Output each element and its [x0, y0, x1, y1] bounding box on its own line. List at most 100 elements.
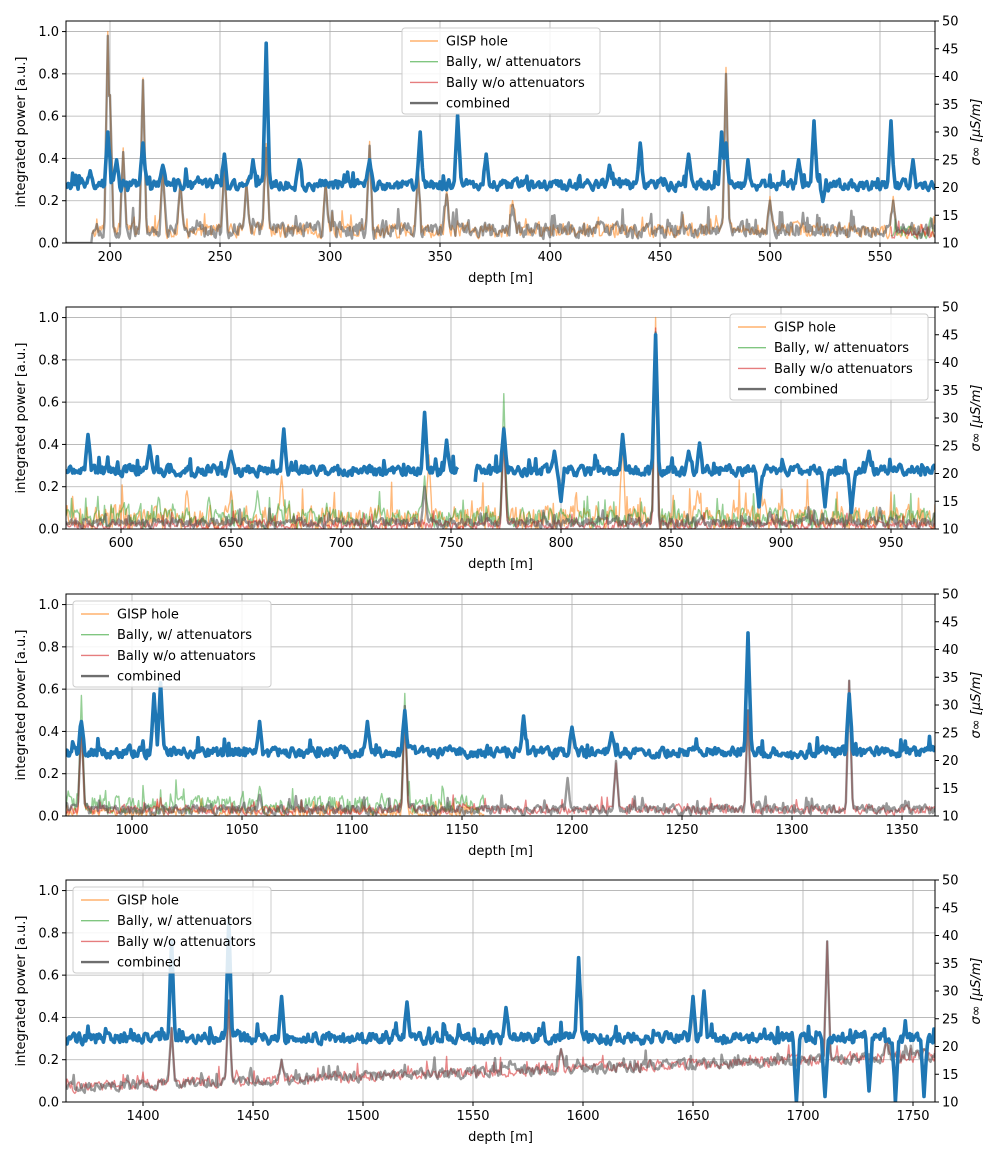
legend-box — [72, 600, 272, 688]
y-tick-label: 0.0 — [38, 523, 59, 538]
legend: GISP hole Bally, w/ attenuators Bally w/o … — [72, 600, 272, 688]
legend-label-combined: combined — [446, 97, 510, 112]
y2-tick-label: 30 — [942, 985, 959, 1000]
x-tick-label: 1250 — [665, 823, 698, 838]
series-line-sigma — [66, 917, 935, 1102]
y-tick-label: 0.6 — [38, 396, 59, 411]
x-tick-label: 1050 — [225, 823, 258, 838]
x-tick-label: 350 — [428, 250, 453, 265]
legend-label-bally_w: Bally, w/ attenuators — [774, 341, 909, 356]
x-tick-label: 950 — [879, 536, 904, 551]
series-line-combined — [66, 679, 935, 816]
legend-label-bally_wo: Bally w/o attenuators — [774, 362, 913, 377]
plot-area — [66, 316, 935, 529]
series-line-sigma — [66, 41, 935, 204]
chart-panel-4: 1400 1450 1500 1550 1600 1650 1700 17500.00.20.… — [14, 874, 984, 1146]
y2-tick-label: 30 — [942, 699, 959, 714]
x-tick-label: 600 — [109, 536, 134, 551]
legend-label-bally_w: Bally, w/ attenuators — [446, 55, 581, 70]
y-tick-label: 0.2 — [38, 194, 59, 209]
y2-tick-label: 30 — [942, 412, 959, 427]
legend-box — [401, 27, 601, 115]
y-tick-label: 0.0 — [38, 237, 59, 252]
y-tick-label: 0.8 — [38, 67, 59, 82]
y2-tick-label: 15 — [942, 495, 959, 510]
grid-lines — [66, 594, 935, 817]
y2-tick-label: 15 — [942, 782, 959, 797]
y2-tick-label: 10 — [942, 523, 959, 538]
x-tick-label: 1450 — [236, 1109, 269, 1124]
x-axis-label: depth [m] — [468, 271, 533, 286]
chart-panel-2: 600 650 700 750 800 850 900 950 0.0 0.2 0.4 0.6 0.8 1… — [14, 301, 984, 573]
x-axis-label: depth [m] — [468, 844, 533, 859]
x-tick-label: 700 — [329, 536, 354, 551]
y-tick-label: 0.8 — [38, 926, 59, 941]
y2-tick-label: 40 — [942, 643, 959, 658]
legend-label-gisp: GISP hole — [117, 608, 179, 623]
legend-label-bally_wo: Bally w/o attenuators — [117, 649, 256, 664]
y2-tick-label: 10 — [942, 810, 959, 825]
x-tick-label: 1750 — [896, 1109, 929, 1124]
y2-tick-label: 50 — [942, 15, 959, 30]
y2-axis-label: σ∞ [μS/m] — [969, 385, 984, 452]
y2-tick-label: 30 — [942, 126, 959, 141]
y2-tick-label: 20 — [942, 467, 959, 482]
legend: GISP hole Bally, w/ attenuators Bally w/o … — [72, 886, 272, 974]
x-tick-label: 550 — [868, 250, 893, 265]
y-axis-label: integrated power [a.u.] — [14, 916, 29, 1067]
y-tick-label: 0.0 — [38, 1096, 59, 1111]
y-axis-label: integrated power [a.u.] — [14, 630, 29, 781]
y2-tick-label: 45 — [942, 328, 959, 343]
y2-tick-label: 20 — [942, 754, 959, 769]
y2-tick-label: 50 — [942, 301, 959, 316]
series-line-combined — [66, 940, 935, 1094]
plot-area — [66, 30, 935, 243]
x-tick-label: 750 — [439, 536, 464, 551]
legend: GISP hole Bally, w/ attenuators Bally w/o … — [729, 313, 929, 401]
legend-label-combined: combined — [117, 956, 181, 971]
y-tick-label: 1.0 — [38, 884, 59, 899]
y2-tick-label: 40 — [942, 356, 959, 371]
series-line-combined — [66, 331, 935, 529]
y2-tick-label: 45 — [942, 615, 959, 630]
y-tick-label: 0.4 — [38, 1011, 59, 1026]
y2-tick-label: 45 — [942, 901, 959, 916]
y-tick-label: 0.6 — [38, 110, 59, 125]
y2-tick-label: 25 — [942, 726, 959, 741]
y-tick-label: 0.4 — [38, 438, 59, 453]
y-tick-label: 0.6 — [38, 683, 59, 698]
x-tick-label: 1650 — [676, 1109, 709, 1124]
y2-tick-label: 35 — [942, 671, 959, 686]
y2-tick-label: 40 — [942, 70, 959, 85]
x-tick-label: 200 — [98, 250, 123, 265]
legend: GISP hole Bally, w/ attenuators Bally w/o … — [401, 27, 601, 115]
y2-tick-label: 10 — [942, 237, 959, 252]
x-tick-label: 1000 — [115, 823, 148, 838]
x-tick-label: 650 — [219, 536, 244, 551]
y2-tick-label: 25 — [942, 153, 959, 168]
x-tick-label: 500 — [758, 250, 783, 265]
chart-panel-3: 1000 1050 1100 1150 1200 1250 1300 13500.00.20.… — [14, 588, 984, 860]
y-tick-label: 0.8 — [38, 640, 59, 655]
x-tick-label: 1500 — [346, 1109, 379, 1124]
x-tick-label: 400 — [538, 250, 563, 265]
legend-label-bally_wo: Bally w/o attenuators — [446, 76, 585, 91]
y-tick-label: 0.4 — [38, 152, 59, 167]
y-tick-label: 1.0 — [38, 598, 59, 613]
y2-axis-label: σ∞ [μS/m] — [969, 958, 984, 1025]
y-tick-label: 0.2 — [38, 1053, 59, 1068]
series-line-bally_wo — [66, 680, 935, 816]
y2-tick-label: 40 — [942, 929, 959, 944]
y-axis-label: integrated power [a.u.] — [14, 57, 29, 208]
plot-area — [66, 917, 935, 1102]
y-tick-label: 0.8 — [38, 353, 59, 368]
y-tick-label: 0.0 — [38, 810, 59, 825]
y2-axis-label: σ∞ [μS/m] — [969, 672, 984, 739]
y2-tick-label: 50 — [942, 874, 959, 889]
legend-label-combined: combined — [774, 383, 838, 398]
x-tick-label: 1600 — [566, 1109, 599, 1124]
x-tick-label: 250 — [208, 250, 233, 265]
legend-label-bally_w: Bally, w/ attenuators — [117, 914, 252, 929]
y2-axis-label: σ∞ [μS/m] — [969, 99, 984, 166]
